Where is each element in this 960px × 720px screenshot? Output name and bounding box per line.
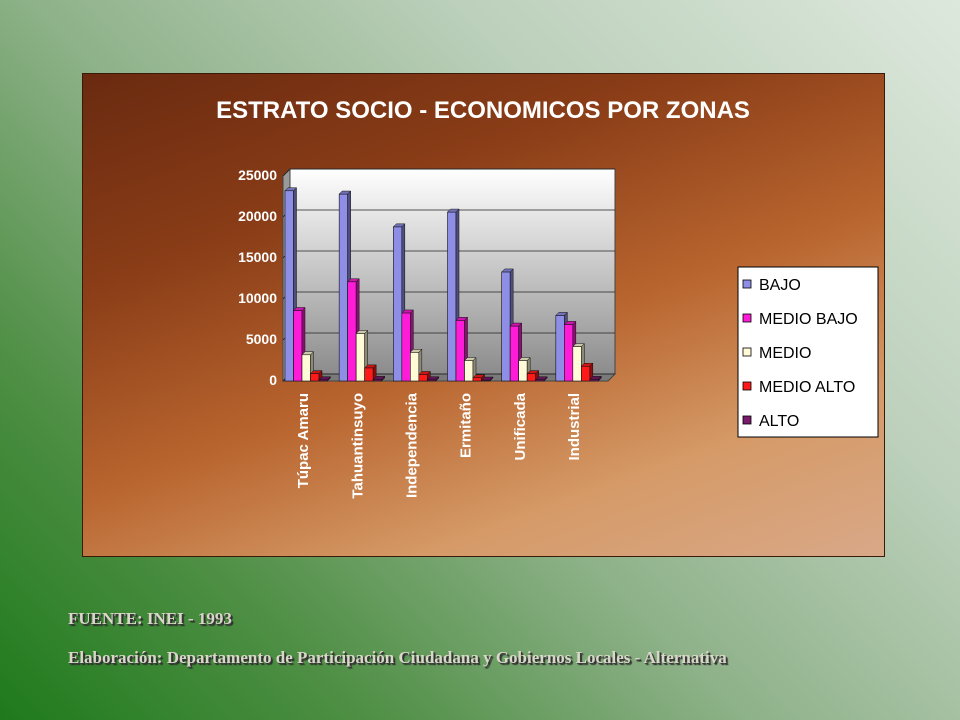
legend-label: MEDIO (759, 345, 811, 362)
bar (426, 376, 440, 382)
bar (480, 376, 494, 382)
y-tick-label: 15000 (238, 249, 277, 265)
legend-box (737, 266, 879, 438)
y-tick-label: 0 (269, 372, 277, 388)
bar-chart: ESTRATO SOCIO - ECONOMICOS POR ZONAS 250… (216, 97, 879, 499)
gridline (282, 168, 291, 177)
chart-panel: ESTRATO SOCIO - ECONOMICOS POR ZONAS 250… (82, 73, 885, 557)
y-tick-label: 25000 (238, 167, 277, 183)
bar (535, 376, 548, 382)
legend-label: BAJO (759, 277, 801, 294)
legend-item: MEDIO (742, 345, 811, 362)
source-note: FUENTE: INEI - 1993 (68, 609, 232, 628)
legend-swatch (742, 415, 752, 425)
chart-title: ESTRATO SOCIO - ECONOMICOS POR ZONAS (216, 97, 750, 124)
legend-item: BAJO (742, 277, 801, 294)
bar (526, 370, 540, 382)
legend-label: MEDIO BAJO (759, 311, 858, 328)
x-tick-label: Ermitaño (458, 393, 475, 458)
x-tick-label: Túpac Amaru (295, 393, 312, 488)
legend-swatch (742, 347, 752, 357)
bar (372, 375, 386, 382)
x-tick-label: Independencia (403, 392, 420, 498)
legend-swatch (742, 279, 752, 289)
credit-note: Elaboración: Departamento de Participaci… (68, 648, 727, 667)
bar (472, 374, 486, 382)
legend-item: ALTO (742, 413, 799, 430)
bar (318, 376, 332, 382)
legend-label: ALTO (759, 413, 799, 430)
y-tick-label: 5000 (246, 331, 277, 347)
legend-swatch (742, 381, 752, 391)
legend-item: MEDIO BAJO (742, 311, 858, 328)
y-tick-label: 10000 (238, 290, 277, 306)
bar (589, 375, 602, 382)
x-tick-label: Unificada (512, 392, 529, 460)
bar (364, 364, 377, 382)
x-tick-label: Tahuantinsuyo (349, 393, 366, 499)
legend-label: MEDIO ALTO (759, 379, 855, 396)
y-tick-label: 20000 (238, 208, 277, 224)
legend-swatch (742, 313, 752, 323)
x-tick-label: Industrial (566, 393, 583, 461)
legend-item: MEDIO ALTO (742, 379, 855, 396)
bar (580, 362, 594, 382)
